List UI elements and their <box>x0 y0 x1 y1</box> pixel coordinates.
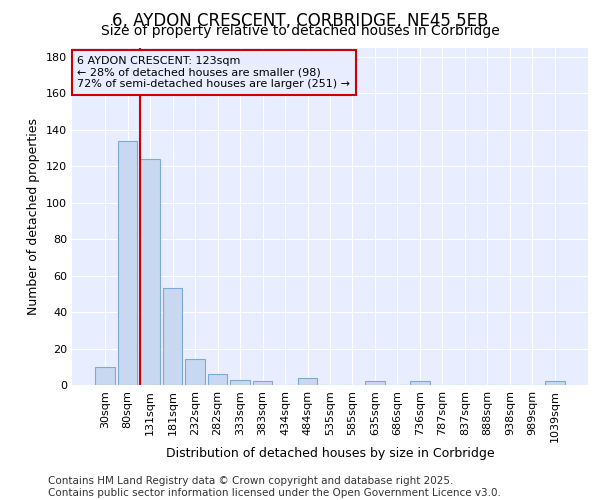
Bar <box>185 360 205 385</box>
Bar <box>545 382 565 385</box>
Bar <box>298 378 317 385</box>
Bar <box>208 374 227 385</box>
Bar <box>95 367 115 385</box>
Bar <box>140 159 160 385</box>
Bar <box>365 382 385 385</box>
Bar <box>163 288 182 385</box>
Text: Size of property relative to detached houses in Corbridge: Size of property relative to detached ho… <box>101 24 499 38</box>
Text: 6, AYDON CRESCENT, CORBRIDGE, NE45 5EB: 6, AYDON CRESCENT, CORBRIDGE, NE45 5EB <box>112 12 488 30</box>
Bar <box>118 140 137 385</box>
Text: Contains HM Land Registry data © Crown copyright and database right 2025.
Contai: Contains HM Land Registry data © Crown c… <box>48 476 501 498</box>
Text: 6 AYDON CRESCENT: 123sqm
← 28% of detached houses are smaller (98)
72% of semi-d: 6 AYDON CRESCENT: 123sqm ← 28% of detach… <box>77 56 350 89</box>
X-axis label: Distribution of detached houses by size in Corbridge: Distribution of detached houses by size … <box>166 448 494 460</box>
Y-axis label: Number of detached properties: Number of detached properties <box>28 118 40 315</box>
Bar <box>410 382 430 385</box>
Bar <box>230 380 250 385</box>
Bar <box>253 382 272 385</box>
